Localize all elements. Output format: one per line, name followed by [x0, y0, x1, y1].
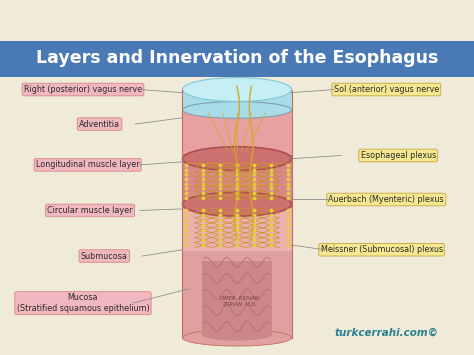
- Ellipse shape: [182, 102, 292, 118]
- Text: Right (posterior) vagus nerve: Right (posterior) vagus nerve: [24, 85, 142, 94]
- Text: Circular muscle layer: Circular muscle layer: [47, 206, 133, 215]
- Text: Longitudinal muscle layer: Longitudinal muscle layer: [36, 160, 139, 169]
- Polygon shape: [182, 110, 292, 159]
- Polygon shape: [182, 89, 292, 110]
- Text: Mucosa
(Stratified squamous epithelium): Mucosa (Stratified squamous epithelium): [17, 294, 149, 313]
- Polygon shape: [182, 159, 292, 204]
- Ellipse shape: [182, 78, 292, 102]
- Polygon shape: [201, 261, 273, 334]
- Ellipse shape: [182, 147, 292, 171]
- Text: Adventitia: Adventitia: [79, 120, 120, 129]
- Ellipse shape: [182, 329, 292, 346]
- Polygon shape: [182, 201, 292, 208]
- Text: Esophageal plexus: Esophageal plexus: [361, 151, 436, 160]
- Text: Sol (anterior) vagus nerve: Sol (anterior) vagus nerve: [334, 85, 439, 94]
- Text: OMER  RIDVAN
ZARIAN  M.D.: OMER RIDVAN ZARIAN M.D.: [220, 296, 259, 307]
- Polygon shape: [182, 155, 292, 162]
- Ellipse shape: [201, 329, 273, 340]
- Text: Submucosa: Submucosa: [81, 252, 128, 261]
- FancyBboxPatch shape: [0, 41, 474, 77]
- Text: Meissner (Submucosal) plexus: Meissner (Submucosal) plexus: [320, 245, 443, 254]
- Text: Layers and Innervation of the Esophagus: Layers and Innervation of the Esophagus: [36, 49, 438, 67]
- Polygon shape: [182, 251, 292, 338]
- Ellipse shape: [182, 192, 292, 216]
- Text: turkcerrahi.com©: turkcerrahi.com©: [334, 328, 438, 338]
- Polygon shape: [182, 204, 292, 251]
- Ellipse shape: [182, 192, 292, 216]
- Text: Auerbach (Myenteric) plexus: Auerbach (Myenteric) plexus: [328, 195, 444, 204]
